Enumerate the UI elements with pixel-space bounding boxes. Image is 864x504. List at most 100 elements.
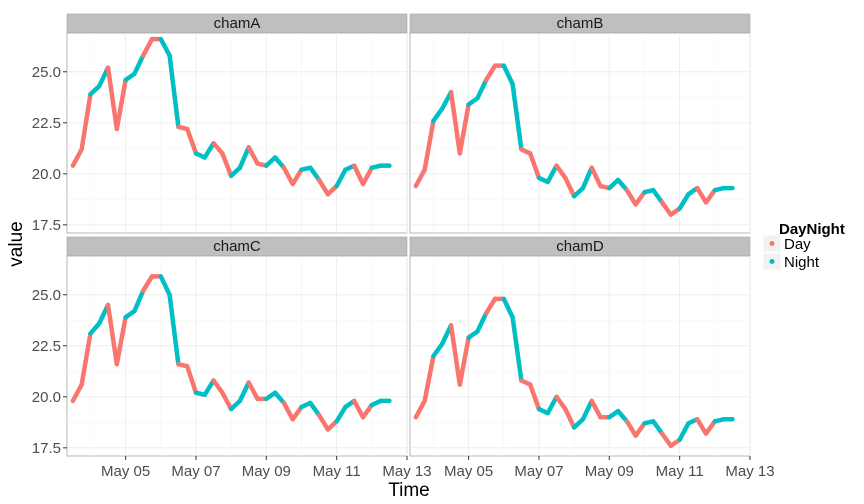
- series-segment-chamC: [246, 380, 260, 402]
- series-segment-chamD: [703, 419, 718, 436]
- series-segment-chamC: [105, 302, 120, 367]
- legend-label-day: Day: [784, 236, 811, 253]
- series-segment-chamC: [281, 400, 295, 422]
- strip-label-chamB: chamB: [557, 15, 604, 32]
- series-segment-chamD: [545, 394, 559, 416]
- series-segment-chamD: [651, 419, 665, 436]
- series-segment-chamA: [140, 36, 155, 58]
- series-segment-chamA: [237, 145, 251, 170]
- series-segment-chamD: [448, 323, 463, 387]
- series-segment-chamC: [308, 400, 322, 418]
- x-axis-title: Time: [388, 480, 430, 501]
- facet-panels: chamA chamB chamC chamD: [66, 13, 751, 457]
- x-tick-label: May 05: [444, 463, 493, 480]
- series-segment-chamB: [659, 200, 674, 217]
- y-tick-label: 17.5: [32, 440, 61, 457]
- series-segment-chamA: [281, 165, 295, 187]
- series-segment-chamA: [132, 53, 146, 77]
- series-segment-chamC: [184, 363, 199, 395]
- series-segment-chamC: [79, 331, 93, 387]
- series-segment-chamD: [413, 398, 427, 420]
- x-tick-label: May 11: [313, 463, 361, 480]
- series-segment-chamC: [316, 412, 331, 432]
- legend-dot-day: [769, 241, 775, 246]
- series-segment-chamB: [483, 63, 498, 83]
- panel-background: [66, 255, 408, 457]
- series-segment-chamC: [202, 378, 216, 398]
- series-segment-chamA: [158, 36, 172, 58]
- series-segment-chamC: [237, 380, 251, 404]
- series-segment-chamC: [114, 314, 128, 367]
- y-tick-label: 25.0: [32, 287, 61, 304]
- series-segment-chamA: [202, 140, 216, 160]
- series-segment-chamD: [510, 314, 524, 383]
- y-tick-label: 17.5: [32, 217, 61, 234]
- series-segment-chamA: [70, 147, 84, 168]
- series-segment-chamA: [246, 145, 260, 166]
- series-segment-chamB: [501, 63, 515, 87]
- x-tick-label: May 07: [514, 463, 563, 480]
- y-tick-label: 25.0: [32, 64, 61, 81]
- y-axis-title: value: [6, 221, 27, 266]
- y-tick-label: 20.0: [32, 166, 61, 183]
- series-segment-chamB: [633, 189, 647, 207]
- series-segment-chamA: [167, 53, 181, 130]
- series-segment-chamC: [158, 274, 172, 298]
- series-segment-chamC: [334, 404, 348, 424]
- series-segment-chamB: [554, 163, 568, 181]
- legend: DayNight Day Night: [762, 221, 845, 271]
- x-tick-label: May 09: [585, 463, 634, 480]
- series-segment-chamC: [211, 378, 225, 395]
- panel-chamC: chamC: [66, 236, 408, 457]
- legend-label-night: Night: [784, 254, 820, 271]
- panel-chamB: chamB: [409, 13, 751, 234]
- series-segment-chamB: [677, 191, 691, 211]
- series-segment-chamC: [132, 288, 146, 314]
- x-tick-label: May 11: [656, 463, 704, 480]
- series-segment-chamA: [114, 77, 128, 132]
- series-segment-chamA: [220, 151, 234, 179]
- series-segment-chamB: [527, 151, 542, 181]
- series-segment-chamD: [475, 310, 489, 334]
- series-segment-chamC: [167, 292, 181, 367]
- y-axis: 17.5 20.0 22.5 25.0 17.5 20.0 22.5 25.0: [32, 64, 67, 457]
- series-segment-chamD: [589, 398, 603, 420]
- series-segment-chamB: [510, 81, 524, 152]
- strip-label-chamC: chamC: [213, 238, 261, 255]
- y-tick-label: 22.5: [32, 338, 61, 355]
- panel-chamA: chamA: [66, 13, 408, 234]
- series-segment-chamC: [351, 398, 366, 420]
- x-tick-label: May 07: [171, 463, 220, 480]
- series-segment-chamB: [545, 163, 559, 185]
- x-tick-label: May 13: [725, 463, 774, 480]
- x-tick-label: May 13: [382, 463, 431, 480]
- series-segment-chamA: [105, 65, 120, 132]
- x-tick-label: May 09: [242, 463, 291, 480]
- series-segment-chamA: [351, 163, 366, 187]
- y-tick-label: 22.5: [32, 115, 61, 132]
- series-segment-chamD: [431, 341, 445, 359]
- series-segment-chamD: [422, 353, 436, 404]
- series-segment-chamB: [431, 106, 445, 124]
- legend-dot-night: [769, 259, 775, 264]
- series-segment-chamD: [624, 419, 638, 438]
- series-segment-chamD: [554, 394, 568, 412]
- x-axis: May 05 May 07 May 09 May 11 May 13 May 05 May …: [101, 456, 775, 480]
- series-segment-chamA: [184, 126, 199, 156]
- series-segment-chamD: [694, 417, 709, 436]
- panel-chamD: chamD: [409, 236, 751, 457]
- panel-background: [66, 32, 408, 234]
- series-segment-chamA: [334, 167, 348, 189]
- series-segment-chamD: [501, 296, 515, 320]
- series-segment-chamB: [651, 187, 665, 205]
- series-segment-chamB: [413, 167, 427, 189]
- series-segment-chamD: [580, 398, 594, 422]
- series-segment-chamC: [220, 390, 234, 412]
- y-tick-label: 20.0: [32, 389, 61, 406]
- strip-label-chamD: chamD: [556, 238, 604, 255]
- x-tick-label: May 05: [101, 463, 150, 480]
- series-segment-chamB: [589, 165, 603, 189]
- series-segment-chamB: [580, 165, 594, 191]
- series-segment-chamA: [316, 177, 331, 197]
